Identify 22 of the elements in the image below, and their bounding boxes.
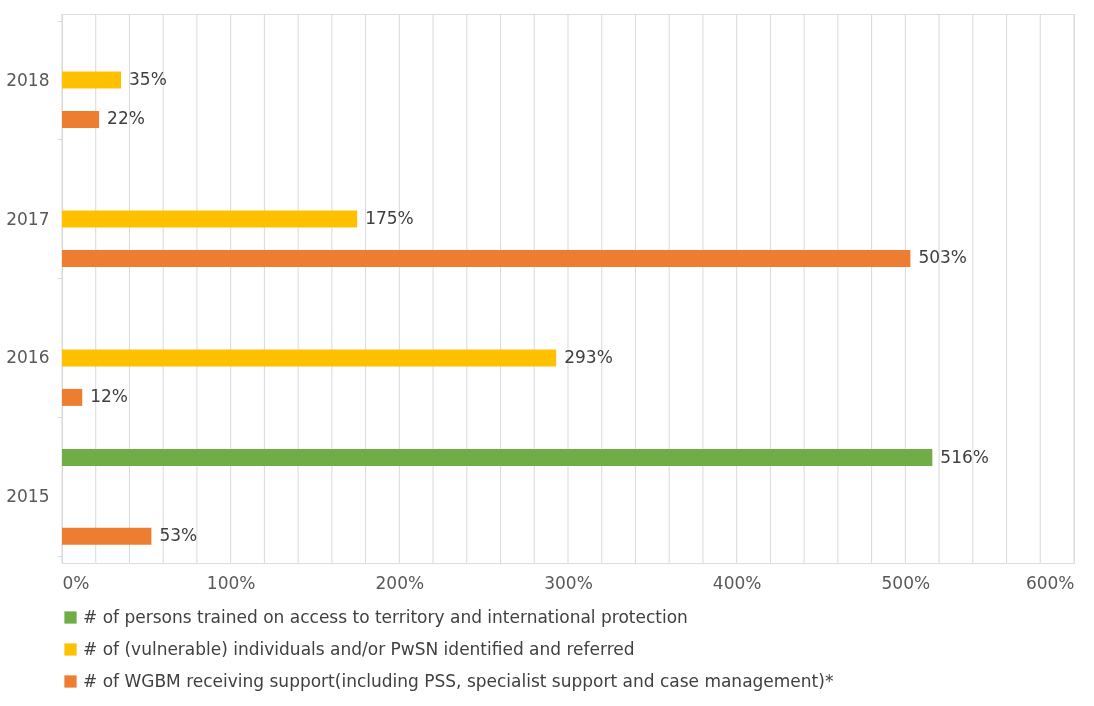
legend-label: # of persons trained on access to territory and international protection [83, 606, 688, 627]
x-tick-label: 100% [206, 572, 256, 593]
x-tick-label: 200% [375, 572, 425, 593]
data-label: 175% [365, 208, 414, 229]
x-tick-label: 300% [544, 572, 593, 593]
data-label: 35% [129, 69, 167, 90]
data-label: 22% [107, 108, 145, 129]
x-tick-label: 500% [881, 572, 931, 593]
data-label: 516% [940, 446, 989, 467]
x-tick-label: 400% [712, 572, 762, 593]
data-label: 12% [90, 386, 129, 407]
legend-label: # of WGBM receiving support(including PSS, specialist support and case management)* [83, 670, 834, 691]
data-label: 293% [564, 346, 613, 367]
data-label: 503% [918, 247, 967, 268]
data-label: 53% [159, 525, 198, 546]
y-tick-label: 2015 [6, 486, 50, 507]
x-tick-label: 600% [1025, 572, 1075, 593]
y-tick-label: 2016 [6, 347, 50, 368]
y-tick-label: 2018 [6, 69, 50, 90]
legend-label: # of (vulnerable) individuals and/or PwSN identified and referred [83, 638, 635, 659]
x-tick-label: 0% [62, 572, 90, 593]
y-tick-label: 2017 [6, 208, 50, 229]
